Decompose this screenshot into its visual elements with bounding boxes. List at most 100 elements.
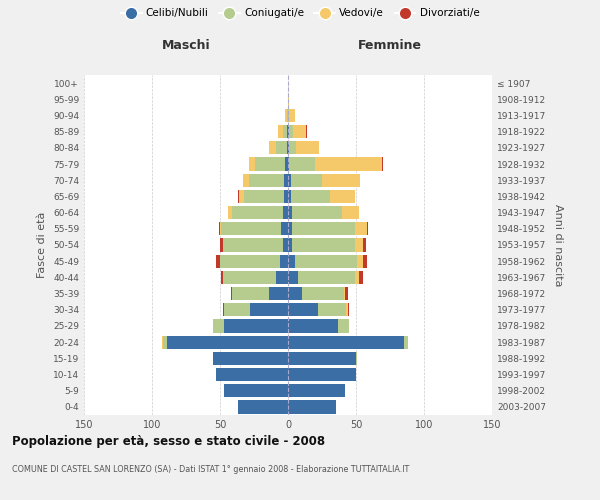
Bar bbox=[288, 336, 404, 349]
Bar bbox=[404, 336, 407, 349]
Bar bbox=[288, 141, 289, 154]
Bar bbox=[216, 368, 288, 381]
Bar bbox=[288, 125, 289, 138]
Text: COMUNE DI CASTEL SAN LORENZO (SA) - Dati ISTAT 1° gennaio 2008 - Elaborazione TU: COMUNE DI CASTEL SAN LORENZO (SA) - Dati… bbox=[12, 465, 409, 474]
Bar bbox=[302, 287, 344, 300]
Bar bbox=[288, 352, 356, 365]
Bar bbox=[288, 190, 291, 203]
Bar bbox=[167, 336, 288, 349]
Bar bbox=[289, 141, 296, 154]
Y-axis label: Fasce di età: Fasce di età bbox=[37, 212, 47, 278]
Bar bbox=[355, 222, 367, 235]
Bar bbox=[315, 158, 382, 170]
Bar bbox=[288, 287, 302, 300]
Bar bbox=[382, 158, 383, 170]
Bar bbox=[291, 190, 330, 203]
Bar bbox=[288, 206, 292, 220]
Bar bbox=[348, 303, 349, 316]
Bar bbox=[231, 287, 232, 300]
Bar bbox=[244, 190, 284, 203]
Bar bbox=[223, 270, 276, 284]
Bar bbox=[346, 303, 348, 316]
Bar bbox=[284, 174, 288, 187]
Bar bbox=[288, 222, 292, 235]
Bar bbox=[223, 303, 224, 316]
Bar bbox=[287, 141, 288, 154]
Bar bbox=[288, 174, 291, 187]
Bar bbox=[283, 125, 287, 138]
Bar bbox=[288, 303, 318, 316]
Bar bbox=[248, 174, 284, 187]
Bar bbox=[305, 125, 307, 138]
Bar bbox=[367, 222, 368, 235]
Bar bbox=[283, 206, 288, 220]
Bar bbox=[288, 109, 289, 122]
Bar bbox=[322, 174, 360, 187]
Bar bbox=[285, 109, 287, 122]
Bar bbox=[288, 92, 289, 106]
Bar bbox=[218, 222, 220, 235]
Bar bbox=[248, 158, 256, 170]
Text: Femmine: Femmine bbox=[358, 40, 422, 52]
Bar bbox=[213, 320, 224, 332]
Bar bbox=[161, 336, 163, 349]
Bar bbox=[363, 238, 365, 252]
Bar bbox=[256, 158, 285, 170]
Bar bbox=[344, 287, 345, 300]
Bar bbox=[220, 254, 280, 268]
Bar bbox=[228, 206, 232, 220]
Bar bbox=[224, 303, 250, 316]
Bar bbox=[288, 368, 356, 381]
Bar bbox=[281, 222, 288, 235]
Bar bbox=[224, 384, 288, 398]
Bar bbox=[288, 384, 345, 398]
Bar bbox=[355, 238, 363, 252]
Bar bbox=[276, 270, 288, 284]
Bar bbox=[224, 320, 288, 332]
Bar bbox=[163, 336, 167, 349]
Bar bbox=[216, 254, 220, 268]
Bar bbox=[338, 320, 349, 332]
Bar bbox=[239, 190, 244, 203]
Text: Popolazione per età, sesso e stato civile - 2008: Popolazione per età, sesso e stato civil… bbox=[12, 435, 325, 448]
Bar bbox=[285, 158, 288, 170]
Bar bbox=[318, 303, 346, 316]
Bar bbox=[213, 352, 288, 365]
Bar bbox=[288, 320, 338, 332]
Bar bbox=[292, 238, 355, 252]
Text: Maschi: Maschi bbox=[161, 40, 211, 52]
Bar bbox=[355, 270, 359, 284]
Bar bbox=[223, 238, 283, 252]
Bar bbox=[288, 270, 298, 284]
Bar bbox=[278, 125, 283, 138]
Bar bbox=[298, 270, 355, 284]
Bar bbox=[359, 270, 363, 284]
Bar bbox=[295, 254, 358, 268]
Bar bbox=[287, 125, 288, 138]
Bar bbox=[280, 254, 288, 268]
Bar bbox=[296, 141, 319, 154]
Y-axis label: Anni di nascita: Anni di nascita bbox=[553, 204, 563, 286]
Bar bbox=[284, 190, 288, 203]
Bar bbox=[356, 352, 358, 365]
Bar bbox=[232, 206, 283, 220]
Bar bbox=[343, 206, 359, 220]
Bar bbox=[293, 125, 305, 138]
Bar bbox=[269, 287, 288, 300]
Bar bbox=[276, 141, 287, 154]
Bar bbox=[292, 206, 343, 220]
Bar bbox=[289, 109, 295, 122]
Bar bbox=[269, 141, 276, 154]
Bar bbox=[238, 190, 239, 203]
Bar bbox=[220, 238, 223, 252]
Bar bbox=[238, 400, 288, 413]
Bar bbox=[358, 254, 363, 268]
Bar bbox=[330, 190, 355, 203]
Bar bbox=[288, 400, 335, 413]
Bar bbox=[291, 174, 322, 187]
Bar bbox=[283, 238, 288, 252]
Legend: Celibi/Nubili, Coniugati/e, Vedovi/e, Divorziati/e: Celibi/Nubili, Coniugati/e, Vedovi/e, Di… bbox=[118, 5, 482, 21]
Bar bbox=[220, 222, 221, 235]
Bar bbox=[288, 254, 295, 268]
Bar bbox=[287, 109, 288, 122]
